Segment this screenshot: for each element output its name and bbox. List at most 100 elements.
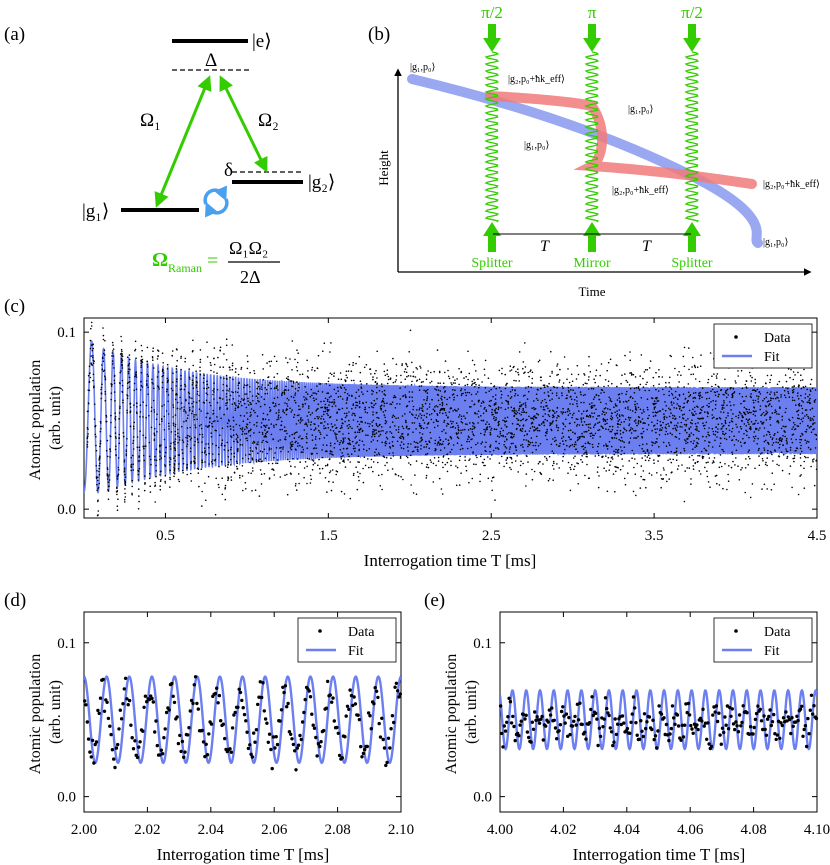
data-point <box>718 386 720 388</box>
data-point <box>229 750 233 754</box>
data-point <box>428 406 431 408</box>
data-point <box>147 375 149 378</box>
data-point <box>330 401 333 404</box>
data-point <box>266 431 269 433</box>
data-point <box>634 437 637 439</box>
data-point <box>222 398 224 400</box>
data-point <box>420 444 422 447</box>
data-point <box>181 407 183 409</box>
data-point <box>553 462 555 465</box>
data-point <box>332 425 334 428</box>
data-point <box>249 371 251 374</box>
data-point <box>750 421 753 423</box>
data-point <box>234 407 237 410</box>
data-point <box>815 468 817 471</box>
data-point <box>299 373 301 376</box>
data-point <box>669 432 672 435</box>
data-point <box>197 441 200 444</box>
data-point <box>616 432 618 435</box>
data-point <box>376 383 378 385</box>
data-point <box>714 383 717 386</box>
data-point <box>745 418 748 421</box>
data-point <box>380 409 383 411</box>
data-point <box>465 394 468 397</box>
data-point <box>616 410 618 412</box>
data-point <box>135 755 140 760</box>
data-point <box>186 473 188 476</box>
data-point <box>358 461 361 464</box>
data-point <box>589 416 592 418</box>
data-point <box>731 420 734 423</box>
data-point <box>258 401 260 403</box>
data-point <box>692 400 695 403</box>
data-point <box>422 427 425 430</box>
data-point <box>104 390 106 393</box>
data-point <box>460 371 462 374</box>
data-point <box>350 453 353 455</box>
data-point <box>242 399 245 402</box>
data-point <box>809 397 811 400</box>
data-point <box>532 418 535 421</box>
data-point <box>731 427 734 430</box>
data-point <box>549 424 551 427</box>
data-point <box>765 410 767 412</box>
data-point <box>255 425 258 427</box>
data-point <box>589 427 592 429</box>
data-point <box>476 456 478 459</box>
data-point <box>515 370 517 373</box>
data-point <box>624 418 627 421</box>
data-point <box>653 459 655 461</box>
data-point <box>193 414 195 416</box>
data-point <box>245 432 248 435</box>
data-point <box>314 417 316 420</box>
data-point <box>621 392 623 395</box>
data-point <box>768 443 770 445</box>
data-point <box>529 427 532 430</box>
data-point <box>466 447 469 450</box>
data-point <box>141 386 144 388</box>
data-point <box>174 438 177 440</box>
data-point <box>347 442 349 445</box>
data-point <box>765 461 767 464</box>
data-point <box>343 459 345 461</box>
data-point <box>122 401 124 404</box>
data-point <box>510 468 512 471</box>
data-point <box>663 469 665 471</box>
data-point <box>516 417 518 420</box>
data-point <box>257 695 261 699</box>
data-point <box>168 428 170 430</box>
data-point <box>720 437 722 440</box>
data-point <box>351 414 353 416</box>
panel-label-a: (a) <box>4 24 25 45</box>
data-point <box>708 457 711 459</box>
data-point <box>261 451 264 453</box>
data-point <box>287 389 290 391</box>
data-point <box>418 378 421 381</box>
data-point <box>630 427 632 429</box>
data-point <box>102 352 105 355</box>
data-point <box>241 433 243 436</box>
data-point <box>374 433 376 436</box>
data-point <box>537 429 539 432</box>
data-point <box>573 421 576 424</box>
data-point <box>635 437 638 439</box>
data-point <box>260 473 263 476</box>
data-point <box>646 381 648 384</box>
data-point <box>409 329 412 332</box>
data-point <box>460 415 463 418</box>
data-point <box>698 470 701 472</box>
data-point <box>140 371 143 374</box>
data-point <box>493 385 496 387</box>
data-point <box>791 399 794 402</box>
data-point <box>609 417 612 420</box>
data-point <box>384 444 387 447</box>
data-point <box>371 431 374 433</box>
data-point <box>137 488 140 490</box>
data-point <box>455 465 457 467</box>
data-point <box>184 360 186 363</box>
data-point <box>502 434 504 437</box>
data-point <box>512 366 514 369</box>
data-point <box>227 476 229 478</box>
data-point <box>120 340 123 342</box>
data-point <box>464 399 466 402</box>
